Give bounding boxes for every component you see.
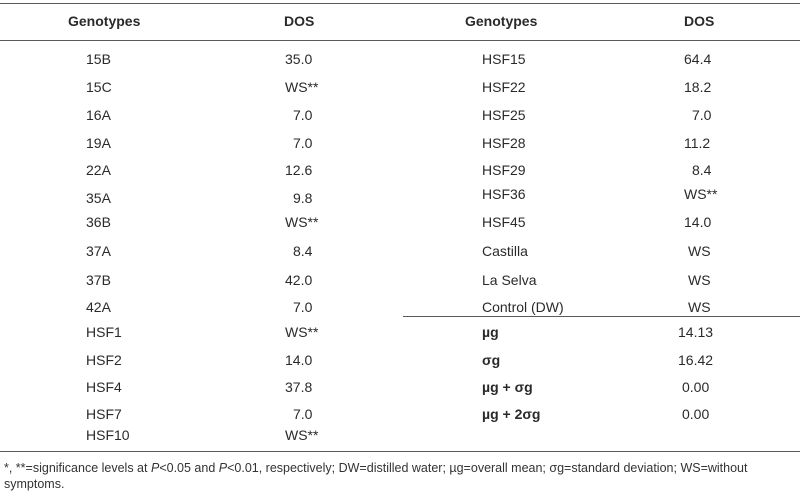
right-dos-cell: WS [688, 243, 711, 259]
left-genotype-cell: 15B [86, 51, 111, 67]
header-genotypes-right: Genotypes [465, 13, 538, 29]
left-dos-cell: WS** [285, 79, 319, 95]
table-top-rule [0, 3, 800, 4]
left-genotype-cell: 37B [86, 272, 111, 288]
header-genotypes-left: Genotypes [68, 13, 141, 29]
right-genotype-cell: HSF22 [482, 79, 526, 95]
left-genotype-cell: HSF4 [86, 379, 122, 395]
left-genotype-cell: 22A [86, 162, 111, 178]
left-genotype-cell: 42A [86, 299, 111, 315]
right-dos-cell: WS [688, 299, 711, 315]
left-genotype-cell: 37A [86, 243, 111, 259]
right-dos-cell: WS** [684, 186, 718, 202]
footnote-text: <0.01, respectively; DW=distilled water;… [4, 461, 748, 491]
header-dos-right: DOS [684, 13, 715, 29]
left-dos-cell: WS** [285, 427, 319, 443]
right-dos-cell: 11.2 [684, 135, 711, 151]
left-genotype-cell: 15C [86, 79, 112, 95]
right-dos-cell: 64.4 [684, 51, 712, 67]
left-genotype-cell: HSF7 [86, 406, 122, 422]
right-dos-cell: WS [688, 272, 711, 288]
left-genotype-cell: 16A [86, 107, 111, 123]
right-dos-cell: 18.2 [684, 79, 712, 95]
right-dos-cell: 14.0 [684, 214, 712, 230]
stat-value: 0.00 [682, 406, 710, 422]
left-dos-cell: WS** [285, 324, 319, 340]
left-dos-cell: 42.0 [285, 272, 313, 288]
stats-divider-rule [403, 316, 800, 317]
left-genotype-cell: 36B [86, 214, 111, 230]
right-genotype-cell: HSF28 [482, 135, 526, 151]
left-genotype-cell: HSF2 [86, 352, 122, 368]
table-bottom-rule [0, 451, 800, 452]
left-genotype-cell: 35A [86, 190, 111, 206]
right-genotype-cell: HSF36 [482, 186, 526, 202]
right-genotype-cell: Control (DW) [482, 299, 564, 315]
stat-label: µg [482, 324, 499, 340]
right-genotype-cell: HSF45 [482, 214, 526, 230]
right-dos-cell: 8.4 [692, 162, 712, 178]
stat-value: 14.13 [678, 324, 714, 340]
left-dos-cell: 7.0 [293, 406, 313, 422]
right-genotype-cell: La Selva [482, 272, 537, 288]
left-dos-cell: 35.0 [285, 51, 313, 67]
left-dos-cell: 9.8 [293, 190, 313, 206]
left-genotype-cell: HSF1 [86, 324, 122, 340]
right-genotype-cell: HSF15 [482, 51, 526, 67]
footnote-p-symbol: P [218, 461, 228, 475]
footnote-p-symbol: P [150, 461, 160, 475]
left-genotype-cell: 19A [86, 135, 111, 151]
stat-label: µg + σg [482, 379, 533, 395]
right-dos-cell: 7.0 [692, 107, 712, 123]
left-dos-cell: 12.6 [285, 162, 313, 178]
left-dos-cell: WS** [285, 214, 319, 230]
footnote-text: <0.05 and [159, 461, 219, 475]
header-bottom-rule [0, 40, 800, 41]
right-genotype-cell: HSF29 [482, 162, 526, 178]
left-dos-cell: 7.0 [293, 107, 313, 123]
left-genotype-cell: HSF10 [86, 427, 130, 443]
stat-label: σg [482, 352, 501, 368]
right-genotype-cell: HSF25 [482, 107, 526, 123]
left-dos-cell: 37.8 [285, 379, 313, 395]
left-dos-cell: 8.4 [293, 243, 313, 259]
stat-value: 16.42 [678, 352, 714, 368]
footnote-text: *, **=significance levels at [4, 461, 151, 475]
stat-label: µg + 2σg [482, 406, 541, 422]
right-genotype-cell: Castilla [482, 243, 528, 259]
left-dos-cell: 14.0 [285, 352, 313, 368]
header-dos-left: DOS [284, 13, 315, 29]
stat-value: 0.00 [682, 379, 710, 395]
table-footnote: *, **=significance levels at P<0.05 and … [4, 460, 796, 492]
left-dos-cell: 7.0 [293, 135, 313, 151]
left-dos-cell: 7.0 [293, 299, 313, 315]
